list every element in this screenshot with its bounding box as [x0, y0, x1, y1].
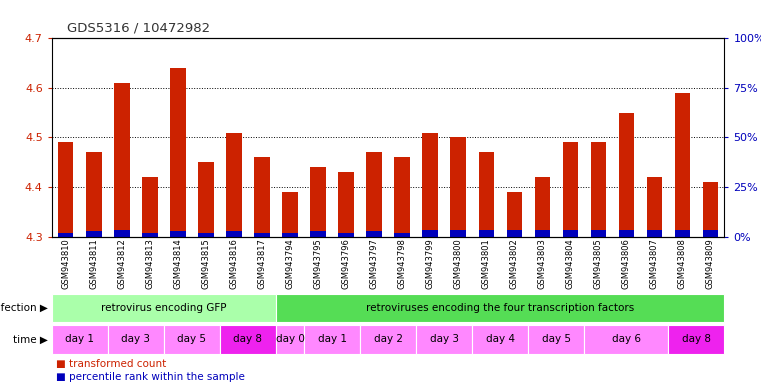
Bar [52, 294, 276, 322]
Bar [451, 137, 466, 237]
Bar [647, 230, 662, 237]
Text: ■ transformed count: ■ transformed count [56, 359, 166, 369]
Bar [304, 325, 360, 354]
Bar [534, 230, 550, 237]
Bar [58, 142, 74, 237]
Bar [668, 325, 724, 354]
Bar [451, 230, 466, 237]
Bar [394, 157, 410, 237]
Bar [479, 230, 494, 237]
Bar [52, 325, 108, 354]
Bar [416, 325, 472, 354]
Bar [562, 230, 578, 237]
Bar [591, 142, 606, 237]
Bar [507, 192, 522, 237]
Bar [254, 233, 269, 237]
Bar [366, 152, 382, 237]
Bar [170, 231, 186, 237]
Bar [584, 325, 668, 354]
Bar [472, 325, 528, 354]
Text: day 5: day 5 [177, 334, 206, 344]
Bar [58, 233, 74, 237]
Bar [702, 230, 718, 237]
Bar [142, 177, 158, 237]
Text: day 3: day 3 [121, 334, 151, 344]
Text: day 6: day 6 [612, 334, 641, 344]
Text: day 1: day 1 [317, 334, 346, 344]
Text: GDS5316 / 10472982: GDS5316 / 10472982 [67, 22, 210, 35]
Bar [562, 142, 578, 237]
Text: day 3: day 3 [430, 334, 459, 344]
Bar [479, 152, 494, 237]
Text: time ▶: time ▶ [13, 334, 48, 344]
Bar [702, 182, 718, 237]
Text: day 5: day 5 [542, 334, 571, 344]
Bar [254, 157, 269, 237]
Bar [226, 231, 242, 237]
Bar [198, 162, 214, 237]
Bar [276, 294, 724, 322]
Bar [619, 230, 634, 237]
Bar [198, 233, 214, 237]
Bar [276, 325, 304, 354]
Bar [339, 172, 354, 237]
Text: infection ▶: infection ▶ [0, 303, 48, 313]
Text: day 0: day 0 [275, 334, 304, 344]
Bar [339, 233, 354, 237]
Bar [422, 132, 438, 237]
Bar [108, 325, 164, 354]
Bar [507, 230, 522, 237]
Bar [422, 230, 438, 237]
Bar [528, 325, 584, 354]
Text: retroviruses encoding the four transcription factors: retroviruses encoding the four transcrip… [366, 303, 635, 313]
Bar [675, 93, 690, 237]
Text: retrovirus encoding GFP: retrovirus encoding GFP [101, 303, 227, 313]
Text: day 2: day 2 [374, 334, 403, 344]
Bar [282, 192, 298, 237]
Bar [142, 233, 158, 237]
Text: ■ percentile rank within the sample: ■ percentile rank within the sample [56, 372, 244, 382]
Bar [170, 68, 186, 237]
Text: day 8: day 8 [234, 334, 263, 344]
Bar [647, 177, 662, 237]
Bar [164, 325, 220, 354]
Bar [675, 230, 690, 237]
Bar [86, 231, 101, 237]
Bar [394, 233, 410, 237]
Bar [619, 113, 634, 237]
Bar [366, 231, 382, 237]
Text: day 1: day 1 [65, 334, 94, 344]
Bar [534, 177, 550, 237]
Bar [220, 325, 276, 354]
Bar [114, 230, 129, 237]
Bar [114, 83, 129, 237]
Bar [360, 325, 416, 354]
Bar [86, 152, 101, 237]
Text: day 8: day 8 [682, 334, 711, 344]
Bar [591, 230, 606, 237]
Bar [310, 231, 326, 237]
Bar [282, 233, 298, 237]
Text: day 4: day 4 [486, 334, 514, 344]
Bar [310, 167, 326, 237]
Bar [226, 132, 242, 237]
